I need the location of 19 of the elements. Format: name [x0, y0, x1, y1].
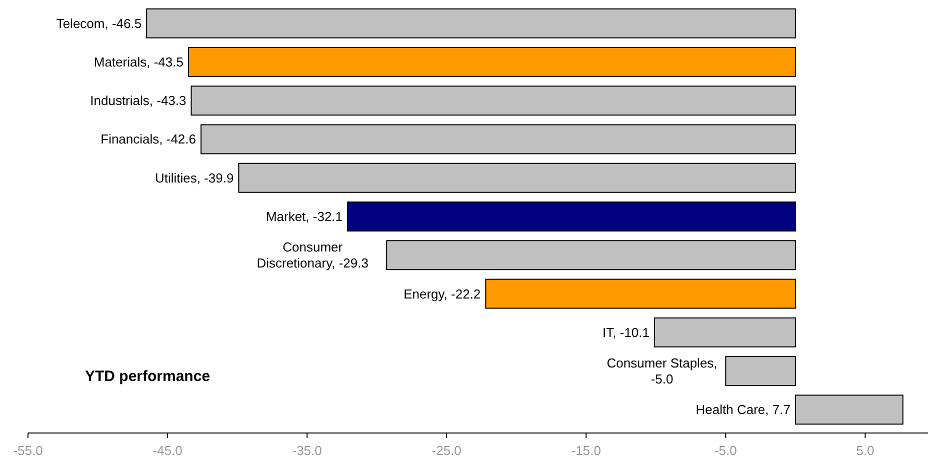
y-tick-label: Materials, -43.5	[94, 54, 184, 70]
y-tick-label: Consumer Staples, -5.0	[606, 356, 718, 387]
y-tick-label: Telecom, -46.5	[56, 16, 142, 31]
x-tick-label: -5.0	[714, 443, 737, 458]
y-tick-label: Industrials, -43.3	[90, 93, 186, 108]
y-tick-label: IT, -10.1	[602, 324, 650, 340]
x-tick-label: -35.0	[292, 443, 322, 458]
y-tick-label: Financials, -42.6	[100, 132, 196, 147]
y-tick-label: Utilities, -39.9	[154, 170, 234, 186]
x-tick-label: -15.0	[571, 443, 601, 458]
x-tick-label: 5.0	[856, 443, 874, 458]
y-tick-label: Health Care, 7.7	[696, 402, 790, 418]
y-tick-label: Market, -32.1	[266, 209, 343, 224]
x-tick-label: -55.0	[13, 443, 43, 458]
y-tick-label: Energy, -22.2	[404, 286, 481, 302]
text: YTD performance	[85, 368, 210, 385]
x-tick-label: -25.0	[432, 443, 462, 458]
x-tick-label: -45.0	[152, 443, 182, 458]
y-tick-label: Consumer Discretionary, -29.3	[256, 240, 368, 271]
